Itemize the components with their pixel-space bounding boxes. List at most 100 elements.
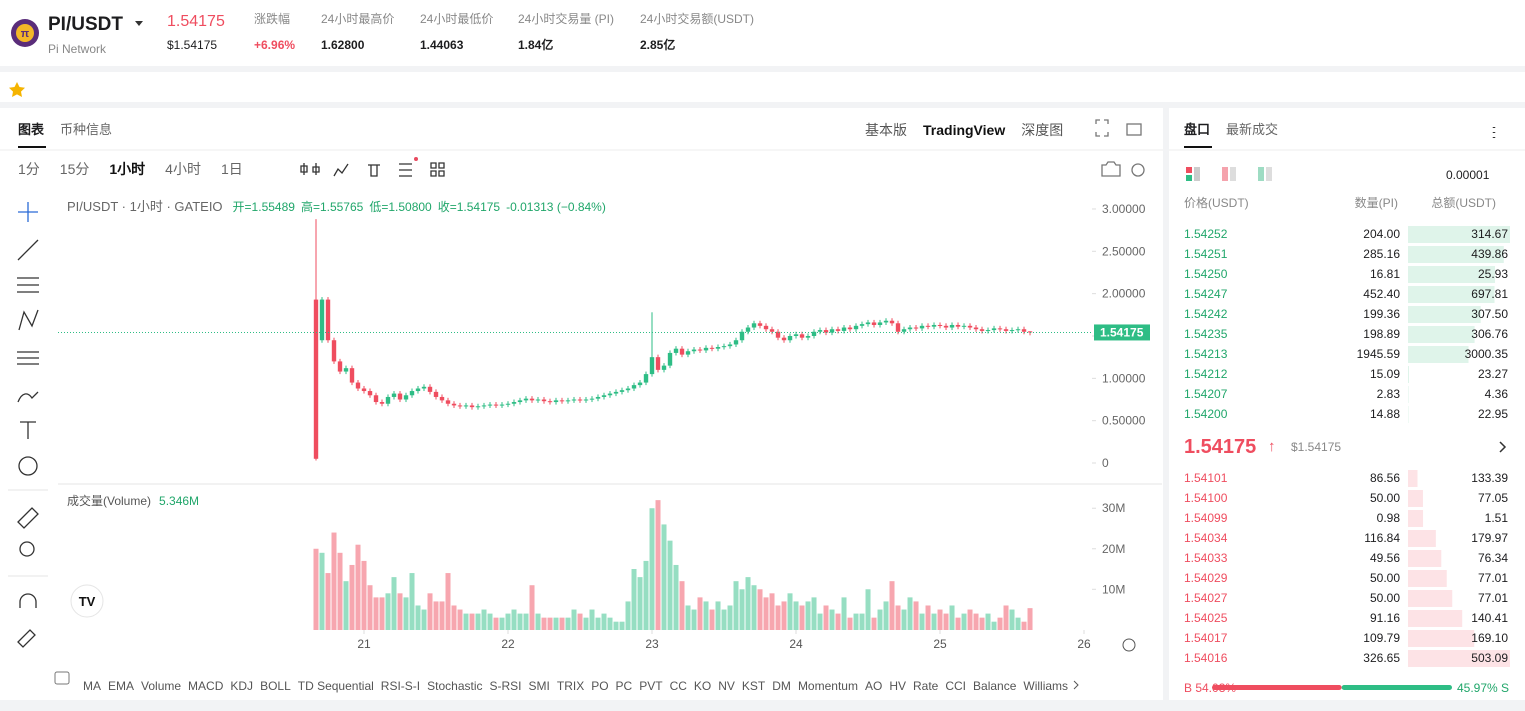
interval[interactable]: 1日 bbox=[220, 161, 243, 177]
indicator[interactable]: Rate bbox=[912, 679, 939, 693]
indicator-icon[interactable] bbox=[333, 163, 349, 177]
chart-tab[interactable]: 图表 bbox=[18, 122, 45, 137]
scroll-right[interactable] bbox=[1073, 680, 1079, 690]
indicator[interactable]: NV bbox=[718, 679, 735, 693]
indicator[interactable]: KDJ bbox=[230, 679, 254, 693]
text-tool[interactable] bbox=[20, 421, 36, 439]
indicator[interactable]: AO bbox=[864, 679, 883, 693]
candle-body bbox=[583, 399, 589, 401]
magnet-tool[interactable] bbox=[19, 593, 37, 608]
candle-body bbox=[949, 324, 955, 328]
calendar-icon[interactable] bbox=[54, 671, 70, 685]
chevron[interactable] bbox=[1499, 441, 1507, 453]
candle-body bbox=[487, 404, 493, 406]
mode-icon[interactable] bbox=[1230, 167, 1236, 181]
cross-tool[interactable] bbox=[18, 202, 38, 222]
volume-bar bbox=[517, 613, 523, 630]
mode-icon[interactable] bbox=[1222, 167, 1228, 181]
depth-bar bbox=[1408, 470, 1418, 487]
indicator[interactable]: MACD bbox=[188, 679, 224, 693]
volume-bar bbox=[439, 601, 445, 630]
ob-qty: 15.09 bbox=[1369, 367, 1400, 381]
candle-body bbox=[601, 395, 607, 397]
pattern-tool[interactable] bbox=[18, 309, 39, 331]
pair-name: Pi Network bbox=[48, 42, 107, 56]
interval[interactable]: 1小时 bbox=[109, 161, 146, 177]
mode-icon[interactable] bbox=[1258, 167, 1264, 181]
price-usd: $1.54175 bbox=[167, 38, 218, 52]
candle-body bbox=[607, 393, 613, 396]
pair-dropdown[interactable] bbox=[135, 21, 143, 26]
list-icon[interactable] bbox=[399, 163, 412, 177]
settings-icon[interactable] bbox=[1131, 163, 1145, 177]
indicator[interactable]: PC bbox=[615, 679, 633, 693]
favorite-star[interactable] bbox=[9, 82, 25, 98]
volume-bar bbox=[661, 524, 667, 630]
indicator[interactable]: PO bbox=[591, 679, 609, 693]
indicator[interactable]: TRIX bbox=[556, 679, 585, 693]
chart-settings-icon[interactable] bbox=[1122, 638, 1136, 652]
volume-bar bbox=[967, 609, 973, 630]
indicator[interactable]: CC bbox=[669, 679, 687, 693]
candle-type-icon[interactable] bbox=[300, 163, 320, 175]
delete-icon[interactable] bbox=[368, 164, 380, 177]
candle-body bbox=[541, 399, 547, 402]
mode-icon[interactable] bbox=[1186, 175, 1192, 181]
indicator[interactable]: Balance bbox=[973, 679, 1017, 693]
chart-tab[interactable]: 币种信息 bbox=[60, 122, 113, 137]
indicator[interactable]: PVT bbox=[639, 679, 663, 693]
indicator[interactable]: CCI bbox=[945, 679, 967, 693]
view-mode[interactable]: 基本版 bbox=[865, 122, 907, 138]
buy-ratio bbox=[1212, 685, 1342, 690]
indicator[interactable]: Stochastic bbox=[427, 679, 483, 693]
indicator[interactable]: KST bbox=[741, 679, 766, 693]
mode-icon[interactable] bbox=[1194, 167, 1200, 181]
window-icon[interactable] bbox=[1126, 123, 1142, 136]
parallel-tool[interactable] bbox=[17, 277, 39, 293]
volume-bar bbox=[553, 617, 559, 630]
view-modes: 基本版 TradingView 深度图 bbox=[865, 122, 1063, 138]
precision[interactable]: 0.00001 bbox=[1446, 168, 1490, 182]
indicator[interactable]: SMI bbox=[528, 679, 550, 693]
interval[interactable]: 4小时 bbox=[165, 161, 201, 177]
indicator[interactable]: Williams bbox=[1023, 679, 1068, 693]
interval[interactable]: 15分 bbox=[59, 161, 90, 177]
lock-tool[interactable] bbox=[17, 629, 36, 648]
indicator[interactable]: HV bbox=[889, 679, 906, 693]
zoom-tool[interactable] bbox=[19, 541, 35, 557]
emoji-tool[interactable] bbox=[18, 456, 38, 476]
pair[interactable]: PI/USDT bbox=[48, 14, 123, 35]
interval[interactable]: 1分 bbox=[18, 161, 40, 177]
brush-tool[interactable] bbox=[17, 391, 39, 403]
indicator[interactable]: MA bbox=[83, 679, 101, 693]
camera-icon[interactable] bbox=[1101, 161, 1121, 177]
volume-bar bbox=[925, 605, 931, 630]
indicator[interactable]: DM bbox=[772, 679, 791, 693]
ruler-tool[interactable] bbox=[17, 507, 39, 529]
orderbook-tabs: 盘口 最新成交 bbox=[1184, 122, 1278, 138]
indicator[interactable]: RSI-S-I bbox=[380, 679, 421, 693]
indicator[interactable]: EMA bbox=[108, 679, 135, 693]
candle-body bbox=[703, 347, 709, 351]
line-tool[interactable] bbox=[17, 239, 39, 261]
fullscreen-icon[interactable] bbox=[1095, 119, 1109, 137]
indicator[interactable]: Volume bbox=[141, 679, 182, 693]
indicator[interactable]: Momentum bbox=[797, 679, 858, 693]
indicator[interactable]: KO bbox=[693, 679, 712, 693]
view-mode[interactable]: TradingView bbox=[923, 122, 1006, 138]
orderbook-tab[interactable]: 最新成交 bbox=[1226, 122, 1279, 137]
volume-bar bbox=[865, 589, 871, 630]
mode-icon[interactable] bbox=[1266, 167, 1272, 181]
candle-body bbox=[907, 327, 913, 330]
indicator[interactable]: BOLL bbox=[260, 679, 291, 693]
mode-icon[interactable] bbox=[1186, 167, 1192, 173]
view-mode[interactable]: 深度图 bbox=[1021, 122, 1064, 138]
tv-logo-text: TV bbox=[79, 594, 96, 609]
fib-tool[interactable] bbox=[17, 351, 39, 365]
orderbook-tab[interactable]: 盘口 bbox=[1184, 122, 1211, 137]
indicator[interactable]: S-RSI bbox=[489, 679, 522, 693]
candle-body bbox=[685, 351, 691, 355]
layout-icon[interactable] bbox=[430, 162, 445, 177]
indicator[interactable]: TD Sequential bbox=[297, 679, 374, 693]
ob-price: 1.54101 bbox=[1184, 471, 1228, 485]
